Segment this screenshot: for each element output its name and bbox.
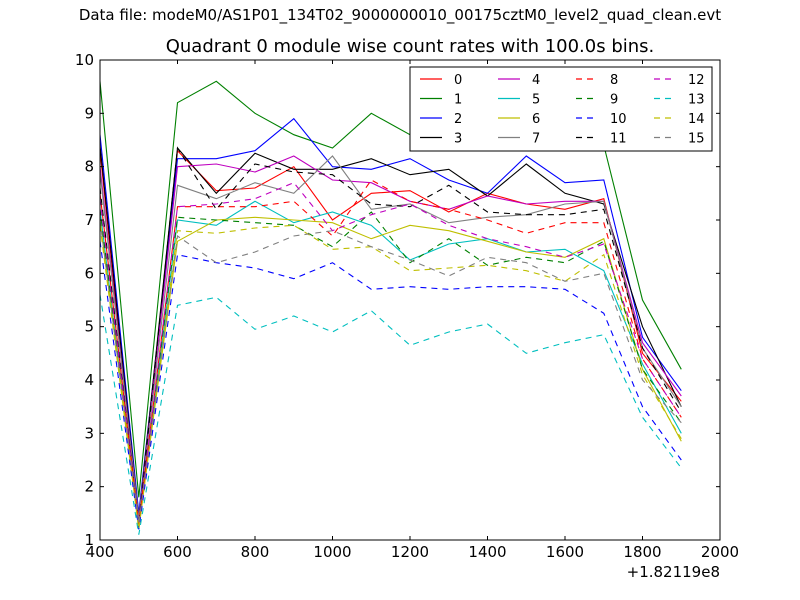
series-line-12: [100, 182, 682, 525]
series-line-15: [100, 219, 682, 525]
legend-label-7: 7: [532, 132, 540, 147]
y-tick-label: 2: [84, 478, 94, 496]
series-line-11: [100, 146, 682, 525]
tick-layer: 400 600 800 1000 1200 1400 1600 1800 20001234567…: [75, 51, 739, 561]
x-tick-label: 1800: [623, 543, 661, 561]
legend-label-4: 4: [532, 73, 540, 88]
series-line-4: [100, 155, 682, 519]
legend-box: [409, 66, 713, 152]
legend-label-2: 2: [454, 112, 462, 127]
x-offset-label: +1.82119e8: [627, 563, 720, 581]
series-line-6: [100, 216, 682, 525]
legend-label-9: 9: [610, 93, 618, 108]
legend-label-14: 14: [688, 112, 705, 127]
y-tick-label: 8: [84, 158, 94, 176]
legend-label-8: 8: [610, 73, 618, 88]
y-tick-label: 1: [84, 531, 94, 549]
legend-label-11: 11: [610, 132, 627, 147]
x-tick-label: 1000: [313, 543, 351, 561]
y-tick-label: 5: [84, 318, 94, 336]
y-tick-label: 9: [84, 104, 94, 122]
legend-label-0: 0: [454, 73, 462, 88]
legend-label-13: 13: [688, 93, 705, 108]
legend-label-5: 5: [532, 93, 540, 108]
legend-label-6: 6: [532, 112, 540, 127]
x-tick-label: 1200: [391, 543, 429, 561]
x-tick-label: 600: [163, 543, 192, 561]
y-tick-label: 3: [84, 424, 94, 442]
series-line-10: [100, 241, 682, 530]
y-tick-label: 6: [84, 264, 94, 282]
legend-label-1: 1: [454, 93, 462, 108]
y-tick-label: 7: [84, 211, 94, 229]
series-line-13: [100, 294, 682, 535]
y-tick-label: 4: [84, 371, 94, 389]
legend-label-12: 12: [688, 73, 705, 88]
series-line-5: [100, 200, 682, 530]
x-tick-label: 1600: [546, 543, 584, 561]
figure-suptitle: Data file: modeM0/AS1P01_134T02_90000000…: [78, 6, 722, 24]
chart-title: Quadrant 0 module wise count rates with …: [165, 36, 655, 57]
x-tick-label: 2000: [701, 543, 739, 561]
x-tick-label: 800: [241, 543, 270, 561]
series-line-14: [100, 224, 682, 530]
series-line-9: [100, 209, 682, 525]
x-tick-label: 400: [86, 543, 115, 561]
x-tick-label: 1400: [468, 543, 506, 561]
series-line-8: [100, 179, 682, 525]
series-line-7: [100, 155, 682, 519]
legend-label-15: 15: [688, 132, 705, 147]
series-line-3: [100, 145, 682, 519]
y-tick-label: 10: [75, 51, 94, 69]
legend-label-10: 10: [610, 112, 627, 127]
legend-label-3: 3: [454, 132, 462, 147]
series-line-2: [100, 117, 682, 514]
